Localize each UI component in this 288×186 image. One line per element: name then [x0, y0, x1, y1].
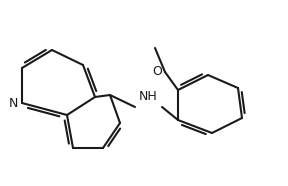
Text: NH: NH — [139, 90, 158, 103]
Text: O: O — [152, 65, 162, 78]
Text: N: N — [9, 97, 18, 110]
